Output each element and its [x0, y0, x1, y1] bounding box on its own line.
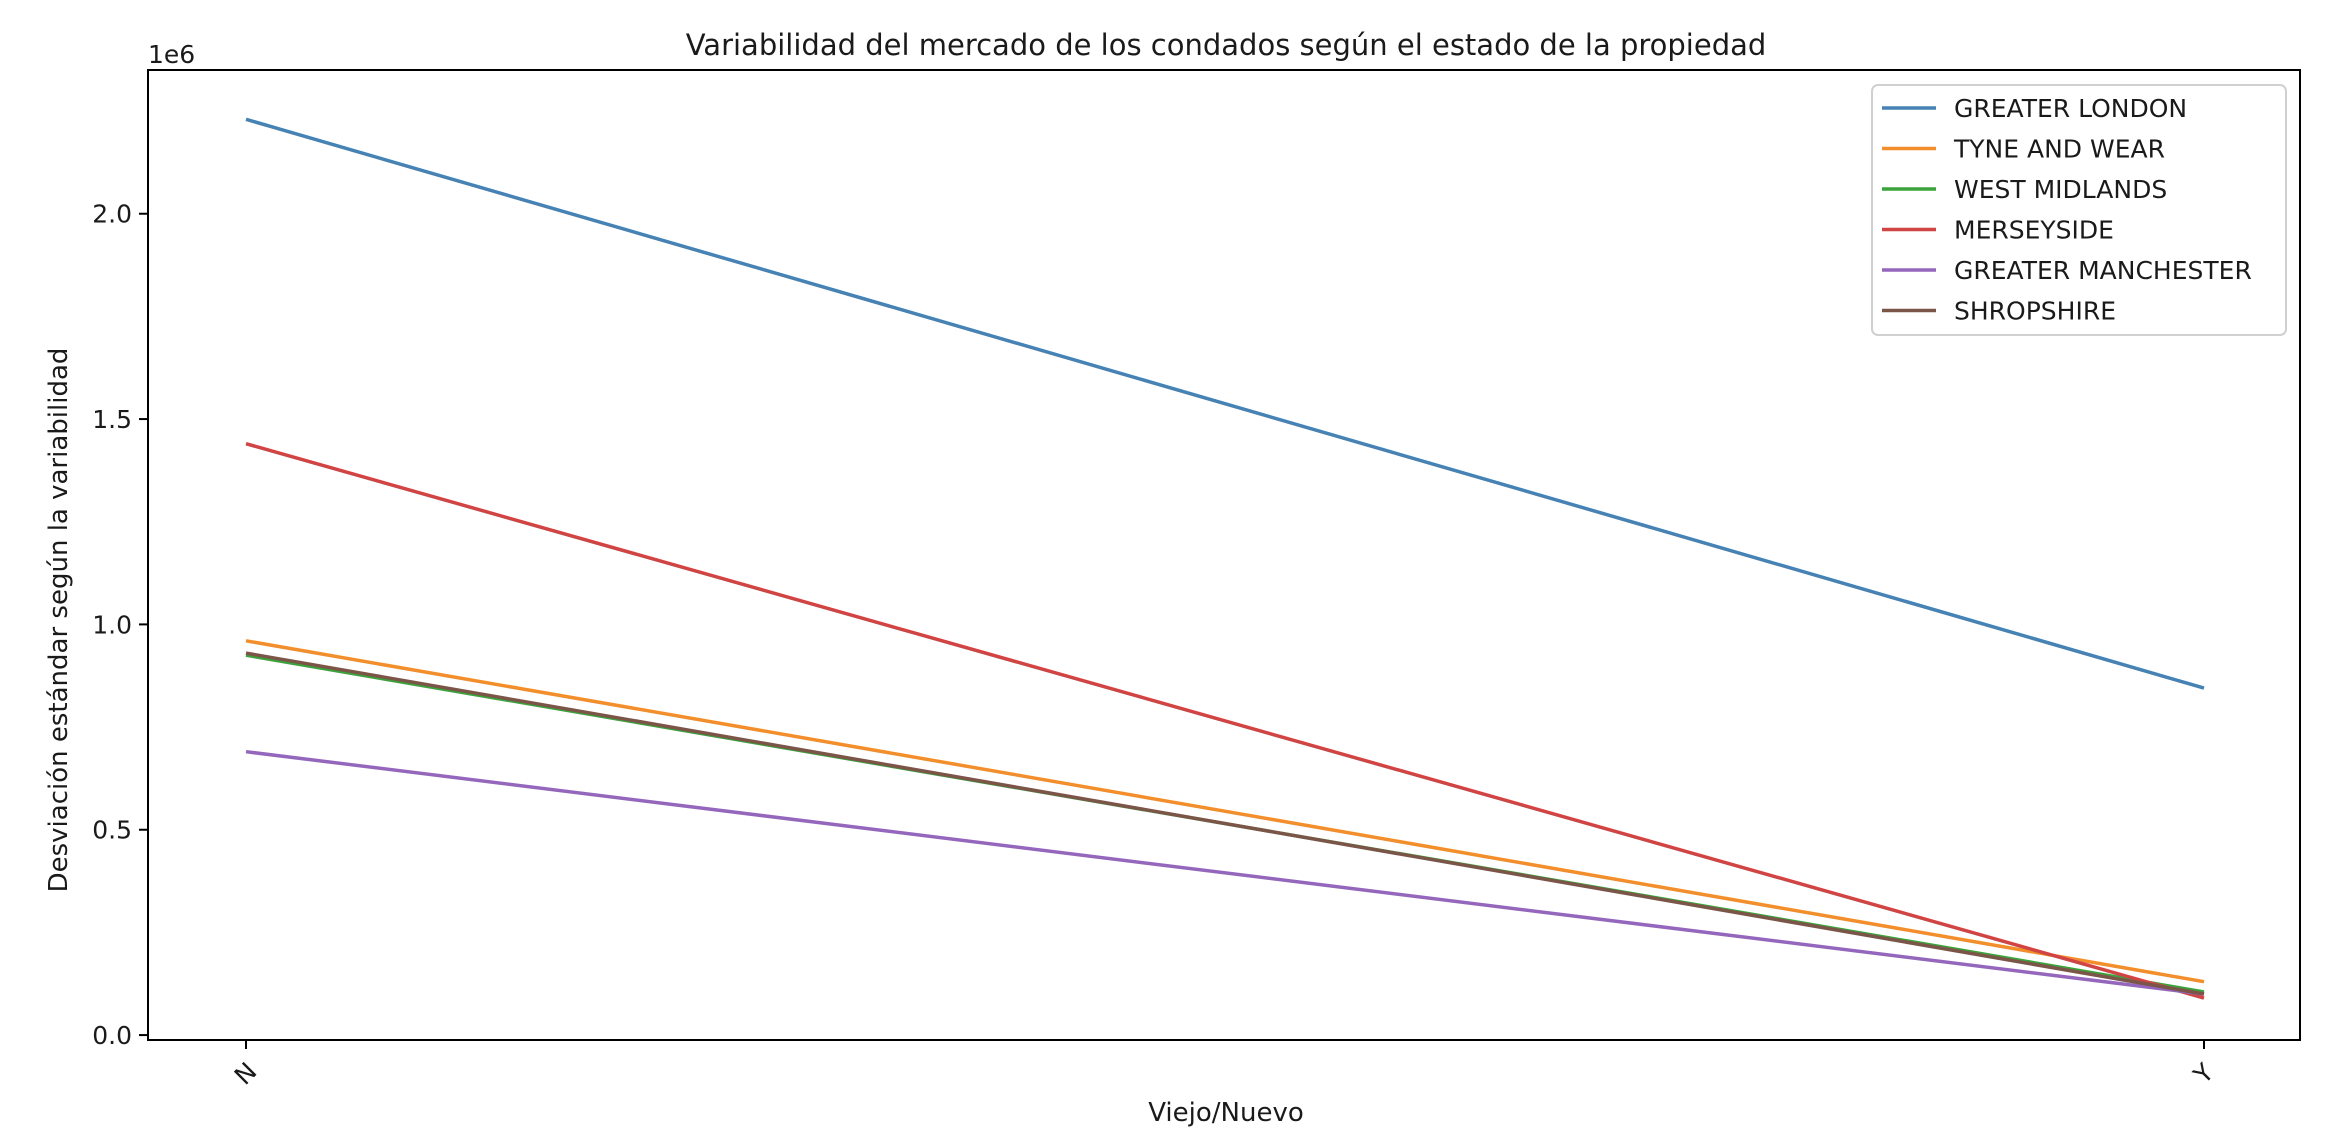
- y-tick-label: 0.5: [92, 816, 132, 845]
- y-tick-label: 1.0: [92, 610, 132, 639]
- legend-entry: SHROPSHIRE: [1954, 297, 2116, 326]
- series-line-greater-london: [245, 117, 2205, 690]
- legend-entry: WEST MIDLANDS: [1954, 175, 2167, 204]
- y-tick-label: 2.0: [92, 200, 132, 229]
- y-tick-label: 0.0: [92, 1021, 132, 1050]
- x-tick-label: N: [229, 1057, 263, 1091]
- series-line-greater-manchester: [245, 749, 2205, 996]
- legend-entry: GREATER LONDON: [1954, 94, 2187, 123]
- y-axis-label: Desviación estándar según la variabilida…: [44, 348, 74, 893]
- y-axis-offset-label: 1e6: [148, 40, 195, 69]
- x-tick-label: Y: [2187, 1057, 2220, 1090]
- legend-entry: MERSEYSIDE: [1954, 216, 2114, 245]
- series-line-tyne-and-wear: [245, 639, 2205, 984]
- chart-title: Variabilidad del mercado de los condados…: [686, 28, 1767, 62]
- legend: GREATER LONDON TYNE AND WEAR WEST MIDLANDS…: [1871, 84, 2287, 336]
- series-lines: [245, 117, 2205, 1000]
- plot-area-frame: [147, 69, 2301, 1041]
- series-line-shropshire: [245, 651, 2205, 996]
- legend-box: [1871, 84, 2287, 336]
- y-tick-label: 1.5: [92, 405, 132, 434]
- series-line-merseyside: [245, 442, 2205, 1000]
- legend-entry: TYNE AND WEAR: [1953, 135, 2165, 164]
- legend-entry: GREATER MANCHESTER: [1954, 256, 2252, 285]
- x-axis-label: Viejo/Nuevo: [1148, 1098, 1304, 1128]
